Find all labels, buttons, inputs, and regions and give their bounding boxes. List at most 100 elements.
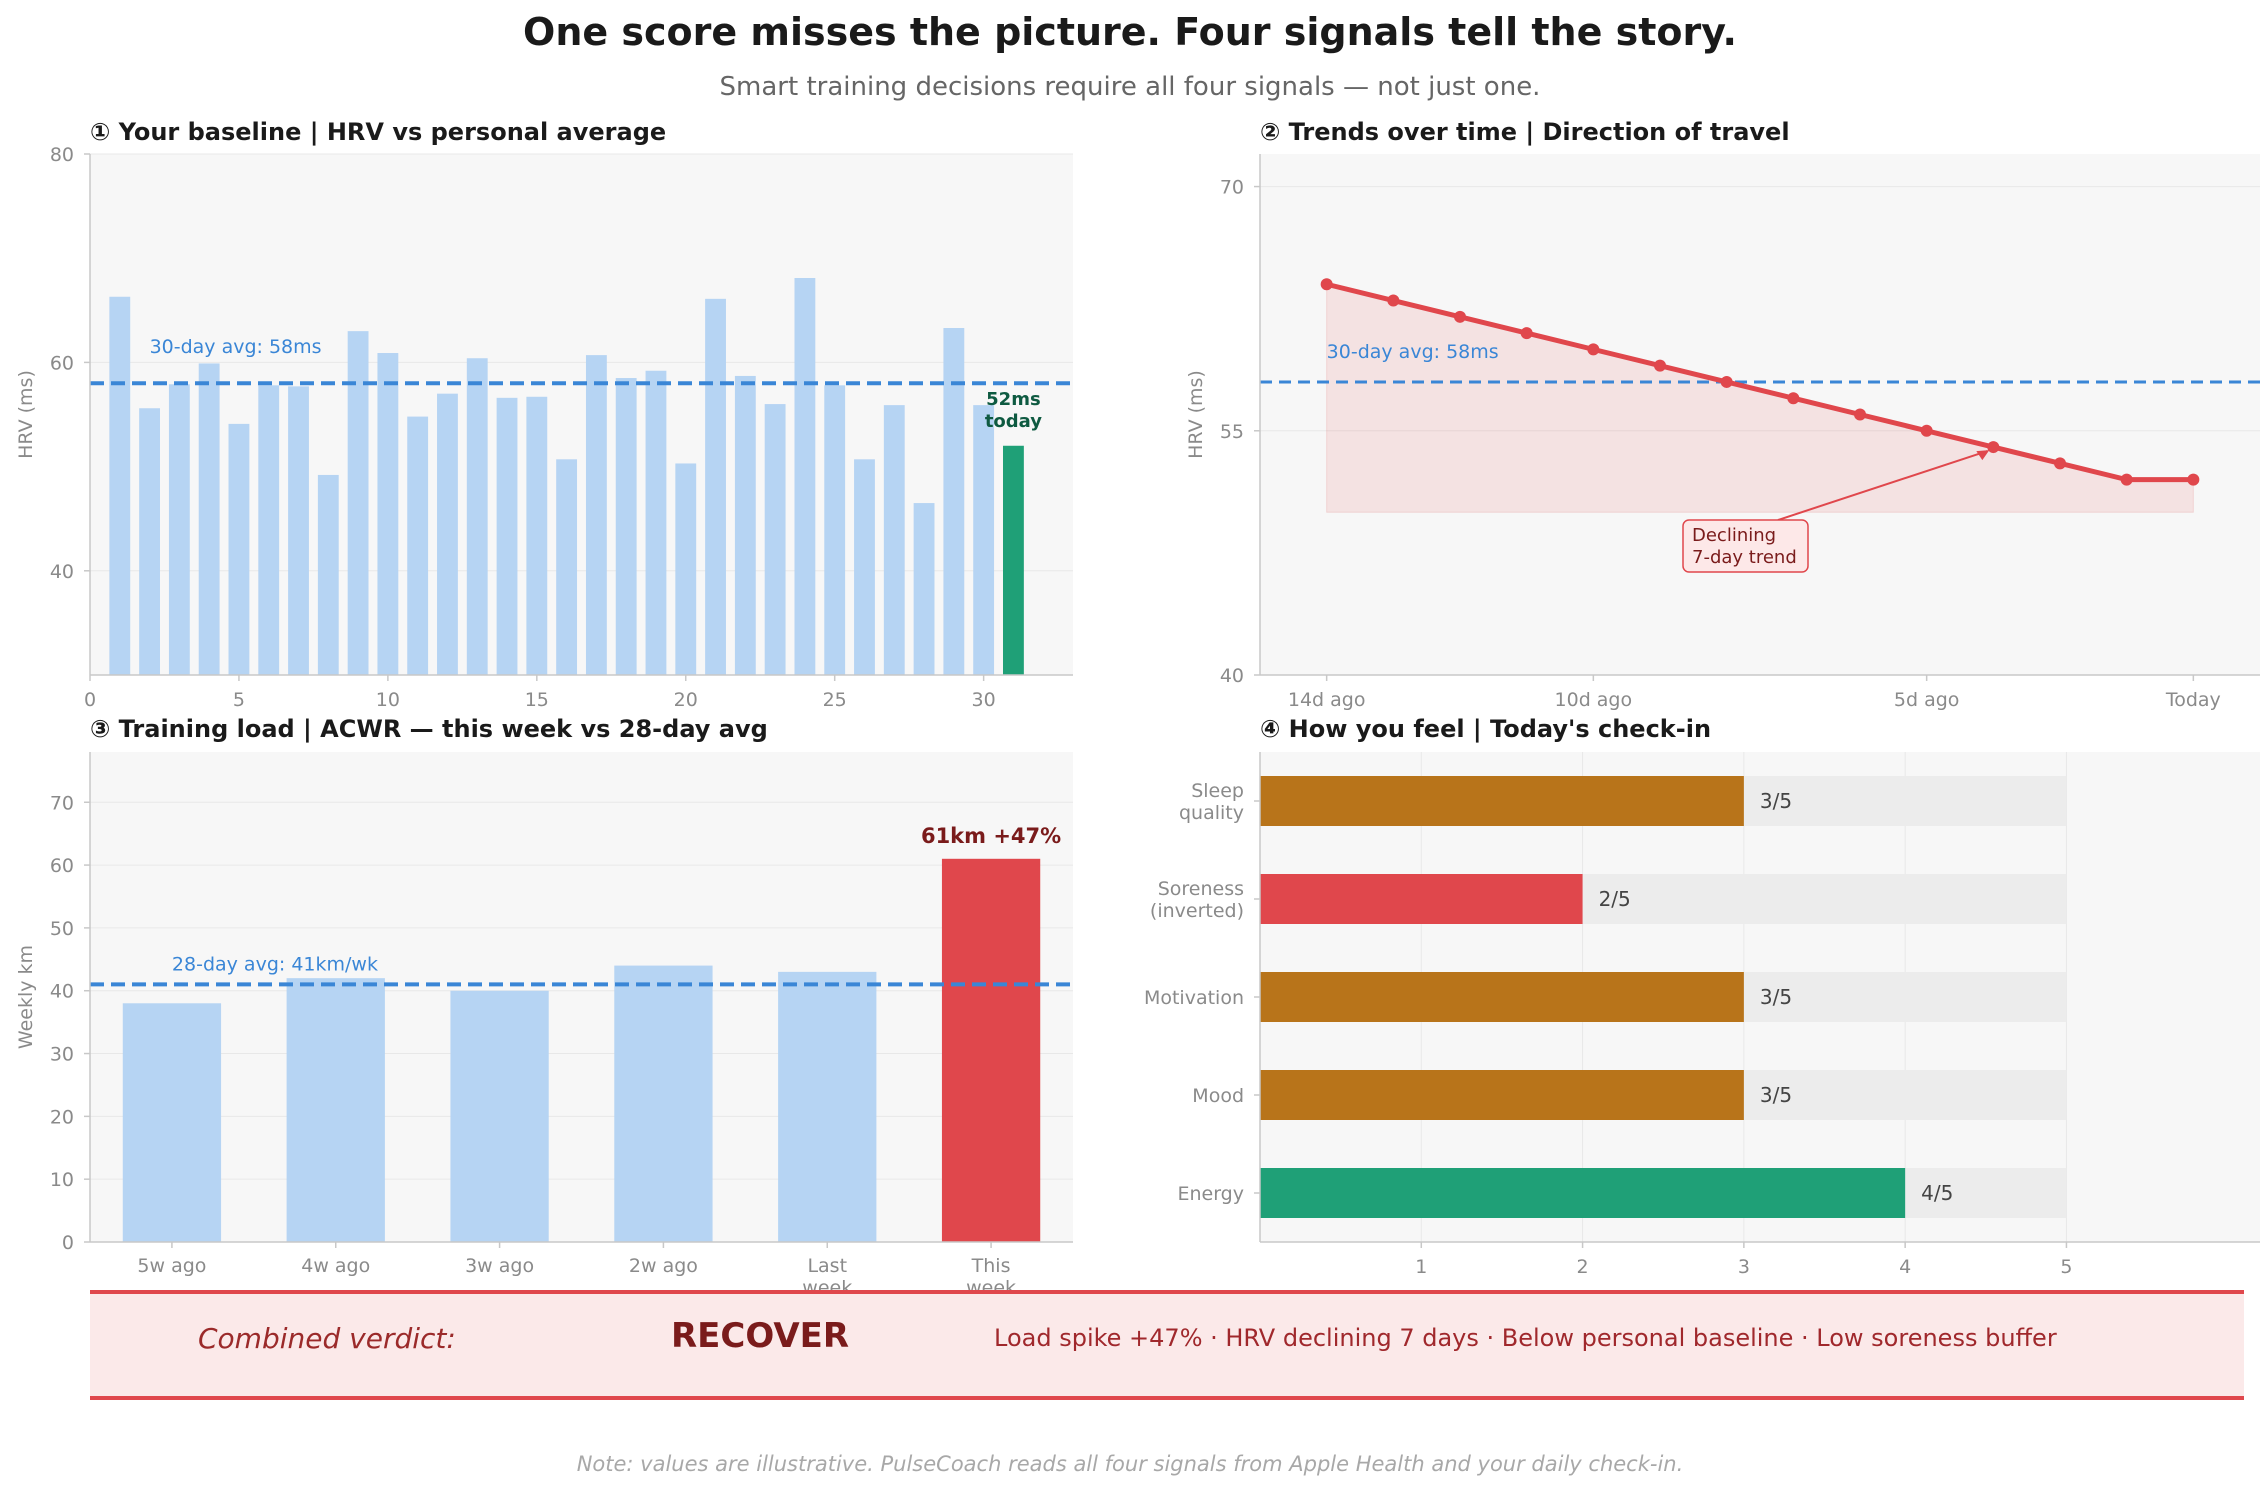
hrv-bar [168, 384, 190, 675]
x-tick-label: 5 [2060, 1256, 2072, 1278]
weekly-km-bar [450, 990, 549, 1242]
x-tick-label: 5d ago [1894, 689, 1960, 710]
hrv-bar [764, 404, 786, 675]
weekly-km-bar [122, 1003, 222, 1242]
hrv-bar [913, 503, 935, 675]
score-label: 3/5 [1760, 985, 1792, 1009]
load-panel-title: ③ Training load | ACWR — this week vs 28… [90, 715, 768, 743]
score-label: 4/5 [1921, 1181, 1953, 1205]
hrv-point [1987, 441, 2000, 454]
plot-background [90, 752, 1073, 1242]
weekly-km-bar [286, 978, 385, 1242]
page-title: One score misses the picture. Four signa… [523, 10, 1737, 54]
x-tick-label: 0 [84, 689, 96, 710]
y-axis-label: HRV (ms) [1185, 370, 1207, 459]
x-tick-label: 5w ago [137, 1255, 206, 1277]
page-subtitle: Smart training decisions require all fou… [719, 72, 1541, 102]
verdict-label: Combined verdict: [198, 1322, 456, 1355]
score-label: 3/5 [1760, 1083, 1792, 1107]
y-tick-label: 60 [50, 855, 74, 877]
annotation-box [1682, 519, 1809, 573]
average-label: 28-day avg: 41km/wk [172, 953, 378, 975]
hrv-bar [228, 423, 250, 675]
x-tick-label: This [971, 1255, 1011, 1277]
hrv-bar [675, 463, 697, 675]
x-tick-label: 30 [972, 689, 996, 710]
hrv-bar [109, 296, 131, 675]
x-tick-label: 3w ago [465, 1255, 534, 1277]
y-tick-label: 50 [50, 918, 74, 940]
x-tick-label: 25 [823, 689, 847, 710]
y-axis-label: Weekly km [15, 945, 37, 1049]
category-label: Mood [1192, 1085, 1244, 1107]
this-week-bar [941, 858, 1041, 1242]
weekly-km-bar [778, 971, 877, 1242]
x-tick-label: 5 [233, 689, 245, 710]
score-label: 2/5 [1599, 887, 1631, 911]
x-tick-label: week [966, 1277, 1016, 1290]
verdict-value: RECOVER [671, 1316, 850, 1356]
y-tick-label: 20 [50, 1106, 74, 1128]
score-bar [1260, 874, 1583, 924]
hrv-bar [496, 397, 518, 675]
today-annotation-value: 52ms [986, 389, 1041, 410]
category-label: Energy [1177, 1183, 1244, 1205]
checkin-panel-title: ④ How you feel | Today's check-in [1260, 715, 1712, 743]
verdict-banner: Combined verdict: RECOVER Load spike +47… [90, 1290, 2244, 1400]
hrv-bar [466, 358, 488, 675]
hrv-point [2187, 473, 2200, 486]
baseline-panel-title: ① Your baseline | HRV vs personal averag… [90, 118, 667, 146]
plot-background [1260, 154, 2260, 675]
hrv-point [2054, 457, 2066, 470]
x-tick-label: 2 [1577, 1256, 1589, 1278]
today-annotation-label: today [985, 411, 1042, 432]
annotation-line-2: 7-day trend [1692, 547, 1797, 568]
hrv-trend-line [1326, 281, 2194, 483]
hrv-point [1587, 343, 1600, 356]
hrv-bar [198, 363, 220, 675]
hrv-bar [705, 298, 726, 675]
spike-annotation: 61km +47% [921, 824, 1061, 848]
category-label: Sleep [1191, 780, 1244, 802]
hrv-point [1854, 408, 1866, 421]
category-label: (inverted) [1150, 900, 1244, 922]
hrv-bar [377, 353, 399, 675]
hrv-bar [824, 385, 846, 675]
x-tick-label: week [802, 1277, 852, 1290]
hrv-bar [645, 370, 667, 675]
y-tick-label: 40 [50, 981, 74, 1003]
y-tick-label: 60 [50, 352, 74, 374]
y-axis-label: HRV (ms) [15, 370, 37, 459]
average-label: 30-day avg: 58ms [1327, 341, 1499, 363]
x-tick-label: 2w ago [629, 1255, 698, 1277]
y-tick-label: 10 [50, 1169, 74, 1191]
score-bar [1260, 972, 1744, 1022]
score-bar [1260, 776, 1744, 826]
hrv-point [1920, 424, 1933, 437]
score-bar [1260, 1070, 1744, 1120]
hrv-bar [556, 459, 578, 675]
category-label: quality [1179, 802, 1244, 824]
hrv-bar [258, 385, 280, 675]
x-tick-label: 1 [1415, 1256, 1427, 1278]
hrv-bar [347, 331, 369, 675]
annotation-line-1: Declining [1692, 525, 1776, 546]
y-tick-label: 55 [1220, 421, 1244, 443]
hrv-point [1654, 359, 1666, 372]
y-tick-label: 40 [1220, 665, 1244, 687]
training-load-chart: 0 10 20 30 40 50 60 70 28-day avg: 41km/wk 61km +… [15, 752, 1073, 1290]
hrv-bar [615, 378, 637, 675]
hrv-bar [288, 386, 309, 675]
hrv-bar [585, 355, 607, 675]
y-tick-label: 40 [50, 561, 74, 583]
hrv-bar [794, 277, 816, 675]
x-tick-label: Today [2165, 689, 2221, 710]
category-label: Soreness [1158, 878, 1244, 900]
score-bar [1260, 1168, 1906, 1218]
hrv-point [1320, 278, 1333, 291]
hrv-bar [943, 328, 965, 675]
hrv-bar [317, 474, 339, 675]
score-label: 3/5 [1760, 789, 1792, 813]
